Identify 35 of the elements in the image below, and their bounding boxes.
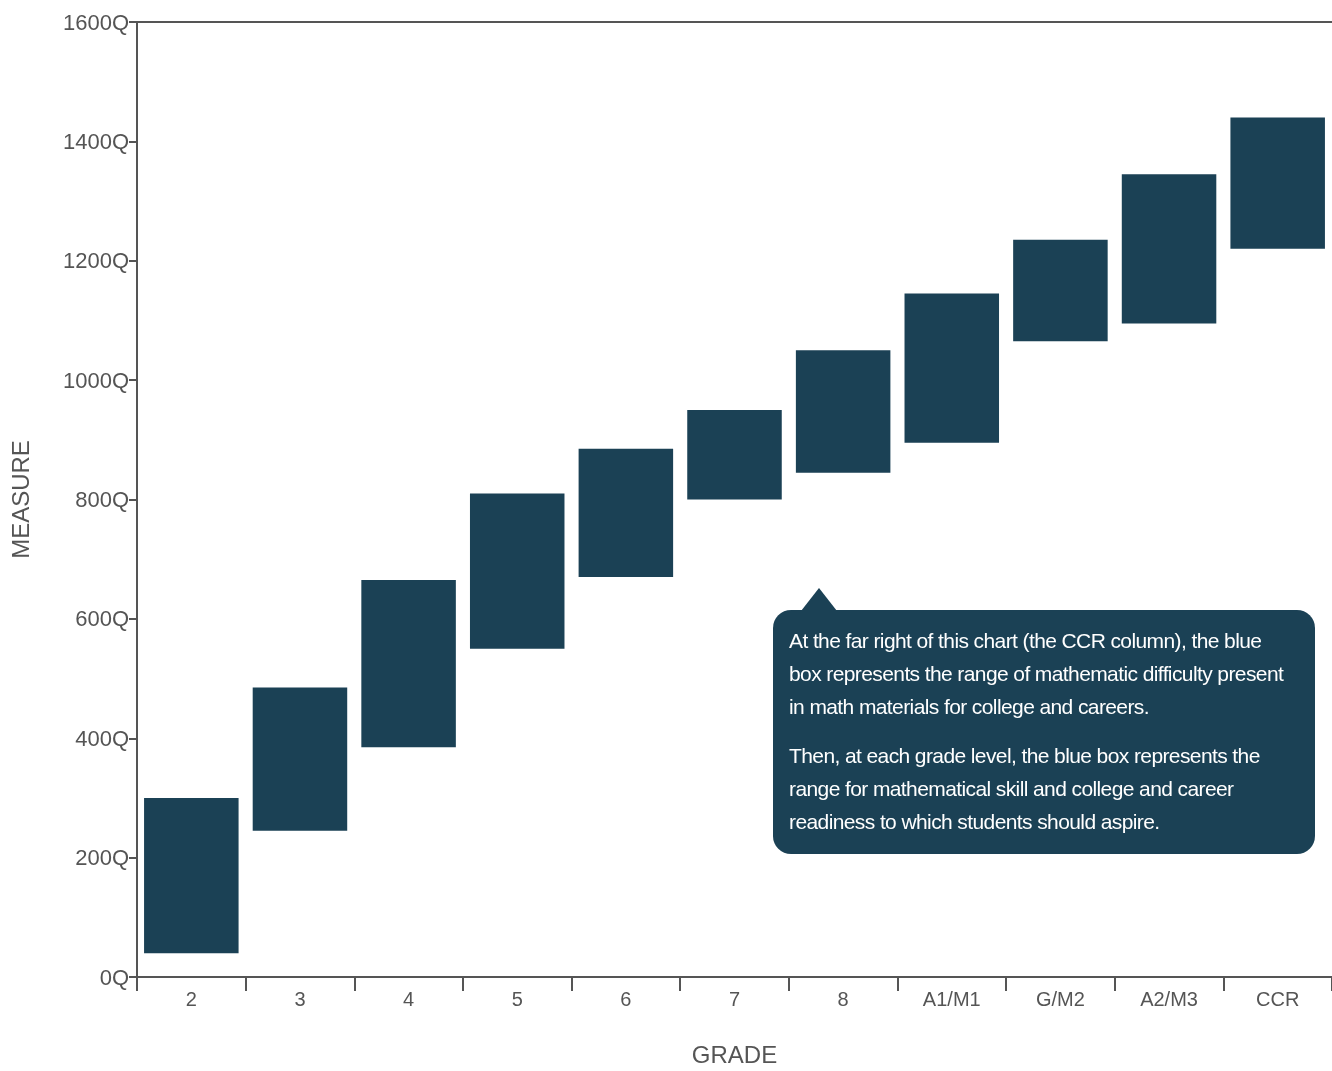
y-tick-label: 0Q [99,964,129,990]
bar [252,687,348,831]
y-tick-label: 1400Q [62,128,129,154]
x-tick-label: 8 [837,988,849,1010]
bar [795,350,891,473]
y-tick-label: 800Q [75,487,129,512]
bar [904,293,1000,443]
x-tick-label: 7 [728,988,741,1010]
x-tick-label: 2 [185,988,197,1010]
x-tick-label: A1/M1 [922,988,981,1010]
bar [687,409,782,500]
y-tick-label: 400Q [75,725,129,751]
x-tick-label: A2/M3 [1140,988,1198,1010]
x-tick-label: G/M2 [1035,988,1085,1010]
bar [1121,174,1217,324]
x-tick-label: 5 [511,988,523,1010]
bar [1013,239,1108,342]
bar [469,493,565,649]
x-tick-label: 3 [294,988,306,1010]
x-tick-label: CCR [1256,988,1300,1010]
x-axis-title: GRADE [691,1040,778,1068]
y-tick-label: 1200Q [62,248,129,274]
y-axis-title: MEASURE [6,440,34,559]
y-tick-label: 1600Q [62,9,129,35]
y-tick-label: 200Q [75,845,129,871]
annotation: Then, at each grade level, the blue box represents the range for mathematical skill and college and career readiness to which students should aspire. [789,743,1261,835]
bar [1230,117,1325,249]
y-tick-label: 1000Q [62,367,129,393]
x-tick-label: 4 [403,988,415,1010]
bar [144,797,239,954]
bar [578,448,674,578]
bar [361,580,456,748]
x-tick-label: 6 [620,988,632,1010]
annotation: At the far right of this chart (the CCR column), the blue box represents the range of mathematic difficulty present in math materials for college and careers. [789,628,1285,720]
y-tick-label: 600Q [75,606,129,632]
